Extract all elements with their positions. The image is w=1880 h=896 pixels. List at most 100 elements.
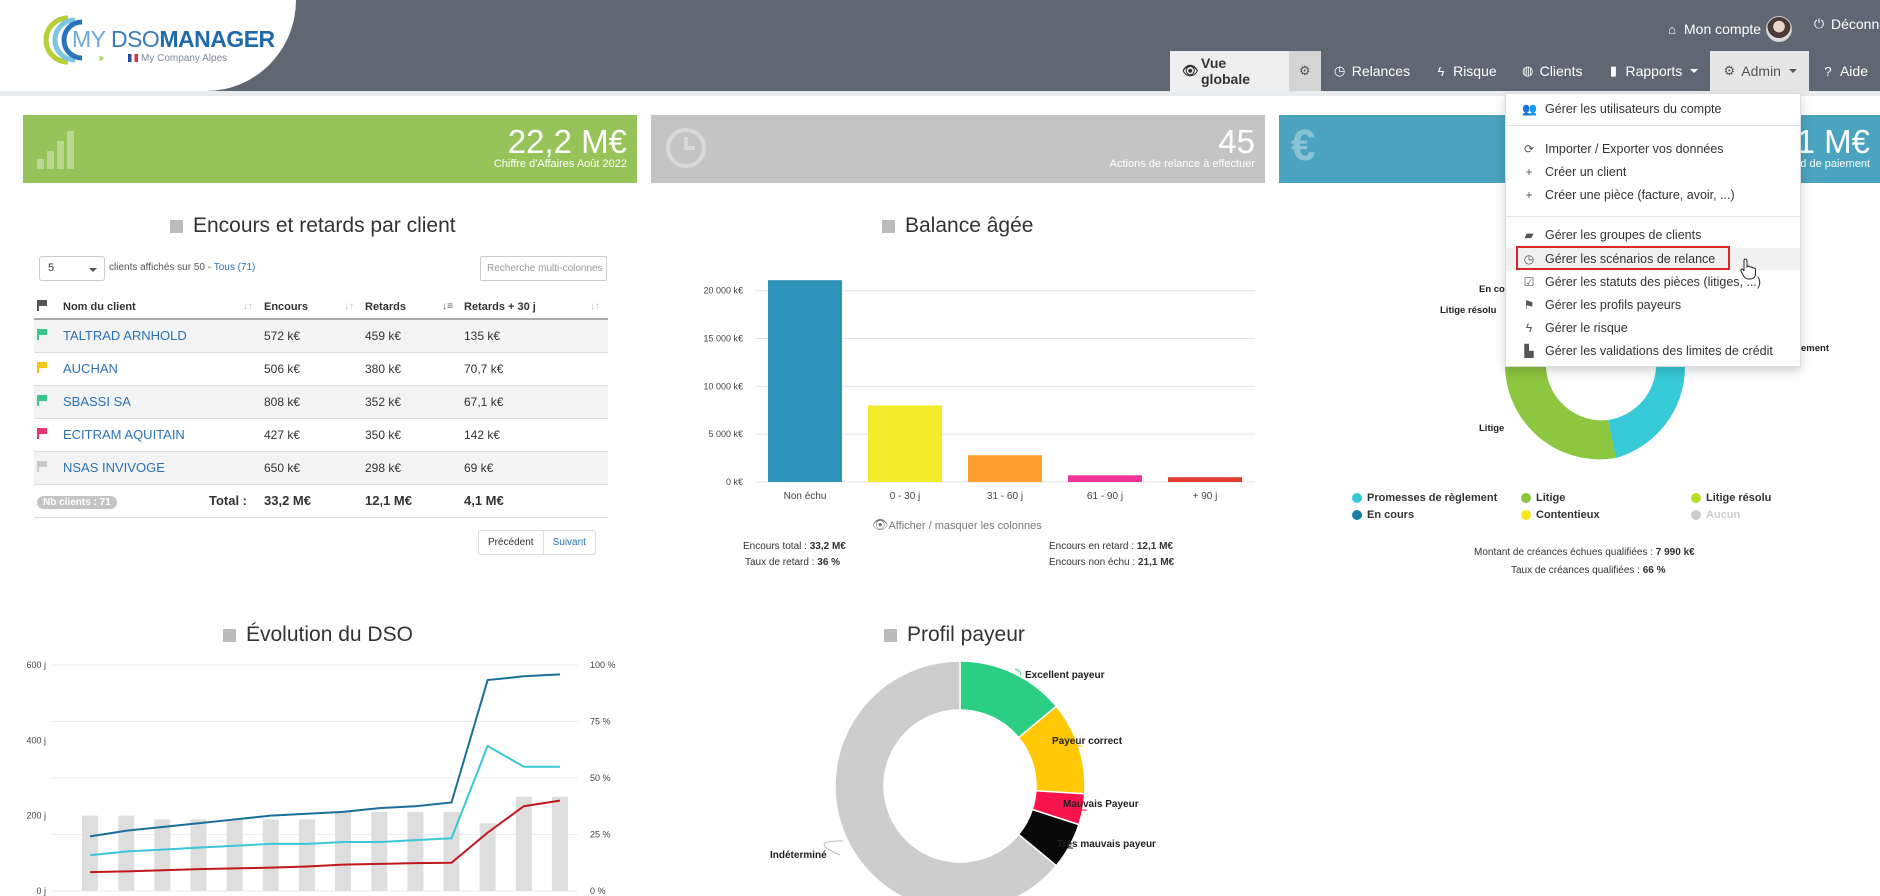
menu-item-users[interactable]: 👥 Gérer les utilisateurs du compte <box>1522 102 1722 116</box>
table-row[interactable]: TALTRAD ARNHOLD 572 k€ 459 k€ 135 k€ <box>34 319 608 353</box>
bar-2[interactable] <box>968 455 1042 482</box>
client-name-link[interactable]: ECITRAM AQUITAIN <box>60 418 261 452</box>
menu-item-validations[interactable]: ▙ Gérer les validations des limites de cr… <box>1506 340 1800 362</box>
cell-encours: 506 k€ <box>261 352 362 386</box>
dso-bar-10[interactable] <box>443 811 460 891</box>
legend-dot <box>1521 493 1531 503</box>
validation-icon: ▙ <box>1524 344 1534 358</box>
legend-item[interactable]: En cours <box>1352 509 1414 521</box>
column-header-encours[interactable]: Encours ↓↑ <box>261 295 362 320</box>
nav-rapports[interactable]: ▮ Rapports <box>1594 51 1710 91</box>
company-name: My Company Alpes <box>128 53 227 64</box>
dso-bar-11[interactable] <box>479 823 496 891</box>
menu-item-import-export[interactable]: ⟳ Importer / Exporter vos données <box>1523 142 1724 156</box>
legend-item[interactable]: Promesses de règlement <box>1352 492 1497 504</box>
donut-slice-litige <box>1505 367 1616 460</box>
kpi-card-relances[interactable]: 45 Actions de relance à effectuer <box>651 115 1265 183</box>
stat-montant-qualifiees: Montant de créances échues qualifiées : … <box>1474 547 1695 558</box>
dso-bar-0[interactable] <box>82 815 99 891</box>
client-name-link[interactable]: AUCHAN <box>60 352 261 386</box>
legend-dot <box>1352 493 1362 503</box>
menu-item-create-piece[interactable]: + Créer une pièce (facture, avoir, ...) <box>1506 184 1800 206</box>
logo-rings-icon <box>43 15 83 65</box>
bar-1[interactable] <box>868 405 942 482</box>
next-button[interactable]: Suivant <box>542 531 595 554</box>
power-icon: ⏻ <box>1813 16 1825 31</box>
search-input[interactable]: Recherche multi-colonnes <box>480 256 607 281</box>
nav-aide[interactable]: ? Aide <box>1809 51 1880 91</box>
client-name-link[interactable]: TALTRAD ARNHOLD <box>60 319 261 353</box>
account-link[interactable]: ⌂ Mon compte <box>1665 16 1793 42</box>
bar-4[interactable] <box>1168 477 1242 482</box>
sort-desc-icon: ↓≡ <box>442 301 453 312</box>
dso-bar-1[interactable] <box>118 815 135 891</box>
donut-label-litige: Litige <box>1479 423 1505 434</box>
menu-item-scenarios[interactable]: ◷ Gérer les scénarios de relance <box>1506 248 1800 270</box>
left-tick-label: 0 j <box>36 886 46 896</box>
clients-table: Nom du client ↓↑ Encours ↓↑ Retards ↓≡ Reta… <box>34 295 608 518</box>
dso-bar-6[interactable] <box>298 819 315 891</box>
dso-series-1[interactable] <box>89 744 560 857</box>
dso-bar-9[interactable] <box>407 811 424 891</box>
menu-item-risque[interactable]: ϟ Gérer le risque <box>1506 317 1800 339</box>
users-icon: 👥 <box>1522 102 1537 116</box>
all-clients-link[interactable]: Tous (71) <box>213 262 256 273</box>
menu-item-statuts[interactable]: ☑ Gérer les statuts des pièces (litiges, … <box>1523 275 1762 289</box>
table-row[interactable]: SBASSI SA 808 k€ 352 k€ 67,1 k€ <box>34 385 608 419</box>
row-flag[interactable] <box>34 418 60 452</box>
row-flag[interactable] <box>34 385 60 419</box>
flag-column-header[interactable] <box>34 295 60 320</box>
column-header-retards30[interactable]: Retards + 30 j ↓↑ <box>461 295 608 320</box>
nav-relances[interactable]: ◷ Relances <box>1334 63 1411 79</box>
legend-dot <box>1691 510 1701 520</box>
logout-link[interactable]: ⏻ Déconne <box>1813 16 1880 32</box>
dso-series-0[interactable] <box>89 673 560 838</box>
menu-item-profils[interactable]: ⚑ Gérer les profils payeurs <box>1523 298 1682 312</box>
toggle-columns-link[interactable]: 👁 Afficher / masquer les colonnes <box>872 517 1042 532</box>
payeur-chart: Excellent payeur Payeur correct Mauvais Pa… <box>770 660 1156 896</box>
nav-risque[interactable]: ϟ Risque <box>1422 51 1509 91</box>
row-flag[interactable] <box>34 451 60 485</box>
avatar[interactable] <box>1766 16 1793 42</box>
nav-clients[interactable]: ◍ Clients <box>1522 63 1583 79</box>
column-header-name[interactable]: Nom du client ↓↑ <box>60 295 261 320</box>
legend-item[interactable]: Litige résolu <box>1691 492 1771 504</box>
stat-non-echu: Encours non échu : 21,1 M€ <box>1049 557 1175 568</box>
dso-bar-13[interactable] <box>551 796 568 891</box>
bar-3[interactable] <box>1068 475 1142 482</box>
nav-admin[interactable]: ⚙ Admin <box>1710 51 1809 91</box>
dso-series-2[interactable] <box>90 799 561 874</box>
legend-item[interactable]: Litige <box>1521 492 1565 504</box>
table-row[interactable]: AUCHAN 506 k€ 380 k€ 70,7 k€ <box>34 352 608 386</box>
row-flag[interactable] <box>34 319 60 353</box>
kpi-card-ca[interactable]: 22,2 M€ Chiffre d'Affaires Août 2022 <box>23 115 637 183</box>
nav-settings[interactable]: ⚙ <box>1288 51 1321 91</box>
previous-button[interactable]: Précédent <box>488 537 534 548</box>
menu-item-create-client[interactable]: + Créer un client <box>1506 161 1800 183</box>
row-flag[interactable] <box>34 352 60 386</box>
dso-bar-8[interactable] <box>371 811 388 891</box>
legend-dot <box>1521 510 1531 520</box>
globe-icon: ◍ <box>1522 63 1534 78</box>
client-name-link[interactable]: NSAS INVIVOGE <box>60 451 261 485</box>
nav-vue-globale[interactable]: 👁 Vue globale <box>1170 51 1289 91</box>
dso-bar-12[interactable] <box>515 796 532 891</box>
menu-item-groups[interactable]: ▰ Gérer les groupes de clients <box>1506 224 1800 246</box>
right-tick-label: 75 % <box>590 717 611 727</box>
client-name-link[interactable]: SBASSI SA <box>60 385 261 419</box>
dso-bar-7[interactable] <box>335 811 352 891</box>
table-row[interactable]: NSAS INVIVOGE 650 k€ 298 k€ 69 k€ <box>34 451 608 485</box>
logo[interactable]: MY DSOMANAGER ››› My Company Alpes <box>0 0 296 91</box>
legend-item[interactable]: Contentieux <box>1521 509 1600 521</box>
page-size-select[interactable]: 5 <box>39 256 105 281</box>
legend-item-disabled[interactable]: Aucun <box>1691 509 1740 521</box>
dso-bar-2[interactable] <box>154 819 171 891</box>
table-row[interactable]: ECITRAM AQUITAIN 427 k€ 350 k€ 142 k€ <box>34 418 608 452</box>
dso-bar-4[interactable] <box>226 819 243 891</box>
section-title-dso: Évolution du DSO <box>223 623 413 647</box>
bar-0[interactable] <box>768 280 842 482</box>
dso-bar-3[interactable] <box>190 819 207 891</box>
dso-bar-5[interactable] <box>262 819 279 891</box>
pie-slice-4[interactable] <box>834 660 1058 896</box>
column-header-retards[interactable]: Retards ↓≡ <box>362 295 461 320</box>
